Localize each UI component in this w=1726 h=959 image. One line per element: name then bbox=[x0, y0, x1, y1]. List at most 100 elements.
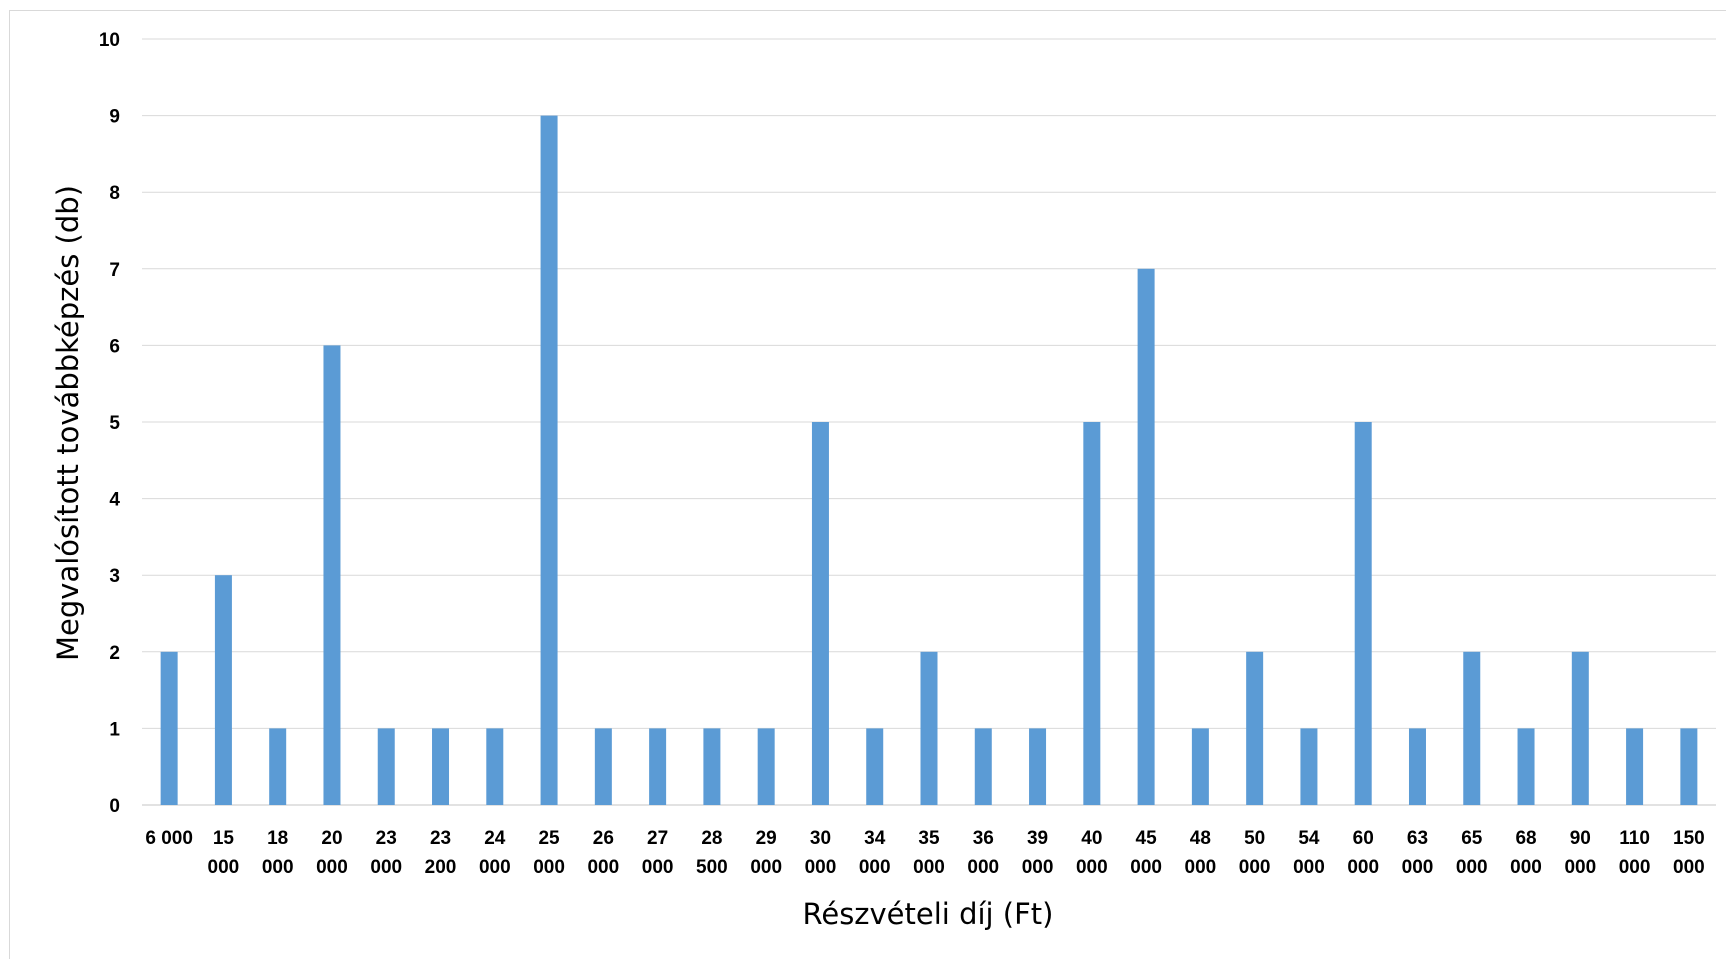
x-tick-label-line: 000 bbox=[642, 857, 674, 878]
x-tick-label-line: 000 bbox=[1673, 857, 1705, 878]
x-tick-label: 35 000 bbox=[913, 828, 945, 878]
x-tick-label-line: 29 bbox=[756, 828, 777, 849]
x-tick-label-line: 25 bbox=[538, 828, 560, 849]
x-tick-label: 25 000 bbox=[533, 828, 565, 878]
x-tick-label: 23 000 bbox=[370, 828, 402, 878]
x-tick-label: 50 000 bbox=[1239, 828, 1271, 878]
x-tick-label-line: 150 bbox=[1673, 828, 1705, 849]
x-tick-label-line: 54 bbox=[1298, 828, 1320, 849]
x-tick-label-line: 000 bbox=[1456, 857, 1488, 878]
y-tick-label: 9 bbox=[109, 107, 120, 128]
bar bbox=[1137, 268, 1155, 805]
x-tick-label: 68 000 bbox=[1510, 828, 1542, 878]
x-tick-label-line: 500 bbox=[696, 857, 728, 878]
x-tick-label: 29 000 bbox=[750, 828, 782, 878]
x-tick-label: 150 000 bbox=[1673, 828, 1705, 878]
x-tick-label-line: 40 bbox=[1081, 828, 1102, 849]
bar bbox=[540, 115, 558, 806]
x-tick-label: 45 000 bbox=[1130, 828, 1162, 878]
x-tick-label-line: 50 bbox=[1244, 828, 1265, 849]
x-tick-label-line: 000 bbox=[1510, 857, 1542, 878]
x-tick-label: 63 000 bbox=[1402, 828, 1434, 878]
x-tick-label-line: 000 bbox=[1185, 857, 1217, 878]
x-tick-label-line: 000 bbox=[533, 857, 565, 878]
y-tick-label: 7 bbox=[109, 260, 120, 281]
bar bbox=[920, 651, 938, 805]
x-tick-label-line: 000 bbox=[1239, 857, 1271, 878]
x-tick-label-line: 000 bbox=[1402, 857, 1434, 878]
x-tick-label-line: 000 bbox=[1022, 857, 1054, 878]
x-tick-label-line: 35 bbox=[918, 828, 940, 849]
x-tick-label: 90 000 bbox=[1564, 828, 1596, 878]
bar bbox=[432, 728, 450, 805]
bar bbox=[269, 728, 287, 805]
y-tick-label: 1 bbox=[109, 719, 120, 740]
bar bbox=[1626, 728, 1644, 805]
x-tick-label-line: 000 bbox=[805, 857, 837, 878]
x-tick-label-line: 63 bbox=[1407, 828, 1428, 849]
y-axis-title: Megvalósított továbbképzés (db) bbox=[51, 185, 85, 661]
bar bbox=[1300, 728, 1318, 805]
y-tick-label: 0 bbox=[109, 796, 120, 817]
bar bbox=[649, 728, 667, 805]
bar bbox=[811, 422, 829, 805]
x-tick-label-line: 68 bbox=[1515, 828, 1536, 849]
bar bbox=[1463, 651, 1481, 805]
x-tick-label-line: 000 bbox=[1564, 857, 1596, 878]
x-tick-label-line: 20 bbox=[321, 828, 342, 849]
x-tick-label-line: 65 bbox=[1461, 828, 1483, 849]
x-tick-label-line: 000 bbox=[1076, 857, 1108, 878]
x-tick-label-line: 90 bbox=[1570, 828, 1591, 849]
bars bbox=[160, 115, 1698, 806]
bar bbox=[377, 728, 395, 805]
x-tick-label-line: 000 bbox=[1293, 857, 1325, 878]
y-tick-label: 3 bbox=[109, 566, 120, 587]
y-tick-label: 5 bbox=[109, 413, 120, 434]
x-tick-label: 28 500 bbox=[696, 828, 728, 878]
bar bbox=[1029, 728, 1047, 805]
bar bbox=[594, 728, 612, 805]
x-tick-label: 6 000 bbox=[145, 828, 193, 849]
x-tick-label-line: 6 000 bbox=[145, 828, 193, 849]
bar bbox=[757, 728, 775, 805]
x-tick-label-line: 27 bbox=[647, 828, 668, 849]
x-tick-label: 24 000 bbox=[479, 828, 511, 878]
x-tick-label: 40 000 bbox=[1076, 828, 1108, 878]
x-tick-label: 65 000 bbox=[1456, 828, 1488, 878]
y-tick-label: 6 bbox=[109, 336, 120, 357]
y-tick-labels: 0 1 2 3 4 5 6 7 8 9 10 bbox=[99, 30, 121, 817]
bar bbox=[1083, 422, 1101, 805]
x-tick-label-line: 000 bbox=[262, 857, 294, 878]
x-tick-label-line: 000 bbox=[1130, 857, 1162, 878]
x-tick-label-line: 000 bbox=[1619, 857, 1651, 878]
x-tick-label-line: 45 bbox=[1136, 828, 1158, 849]
x-tick-label: 39 000 bbox=[1022, 828, 1054, 878]
x-tick-label-line: 200 bbox=[425, 857, 457, 878]
bar bbox=[1571, 651, 1589, 805]
bar bbox=[866, 728, 884, 805]
bar bbox=[1354, 422, 1372, 805]
y-tick-label: 8 bbox=[109, 183, 120, 204]
x-tick-label: 26 000 bbox=[587, 828, 619, 878]
x-tick-label: 60 000 bbox=[1347, 828, 1379, 878]
x-tick-label-line: 000 bbox=[370, 857, 402, 878]
bar bbox=[1191, 728, 1209, 805]
bar bbox=[974, 728, 992, 805]
x-tick-label-line: 000 bbox=[913, 857, 945, 878]
x-tick-label-line: 28 bbox=[701, 828, 722, 849]
x-tick-label: 110 000 bbox=[1619, 828, 1651, 878]
x-tick-label: 18 000 bbox=[262, 828, 294, 878]
x-tick-label-line: 39 bbox=[1027, 828, 1048, 849]
y-tick-label: 2 bbox=[109, 643, 120, 664]
x-tick-label: 54 000 bbox=[1293, 828, 1325, 878]
bar bbox=[1246, 651, 1264, 805]
x-tick-label-line: 000 bbox=[859, 857, 891, 878]
x-tick-label: 15 000 bbox=[208, 828, 240, 878]
y-tick-label: 4 bbox=[109, 490, 120, 511]
x-tick-label: 36 000 bbox=[967, 828, 999, 878]
x-tick-label: 20 000 bbox=[316, 828, 348, 878]
x-tick-label-line: 18 bbox=[267, 828, 288, 849]
bar bbox=[486, 728, 504, 805]
